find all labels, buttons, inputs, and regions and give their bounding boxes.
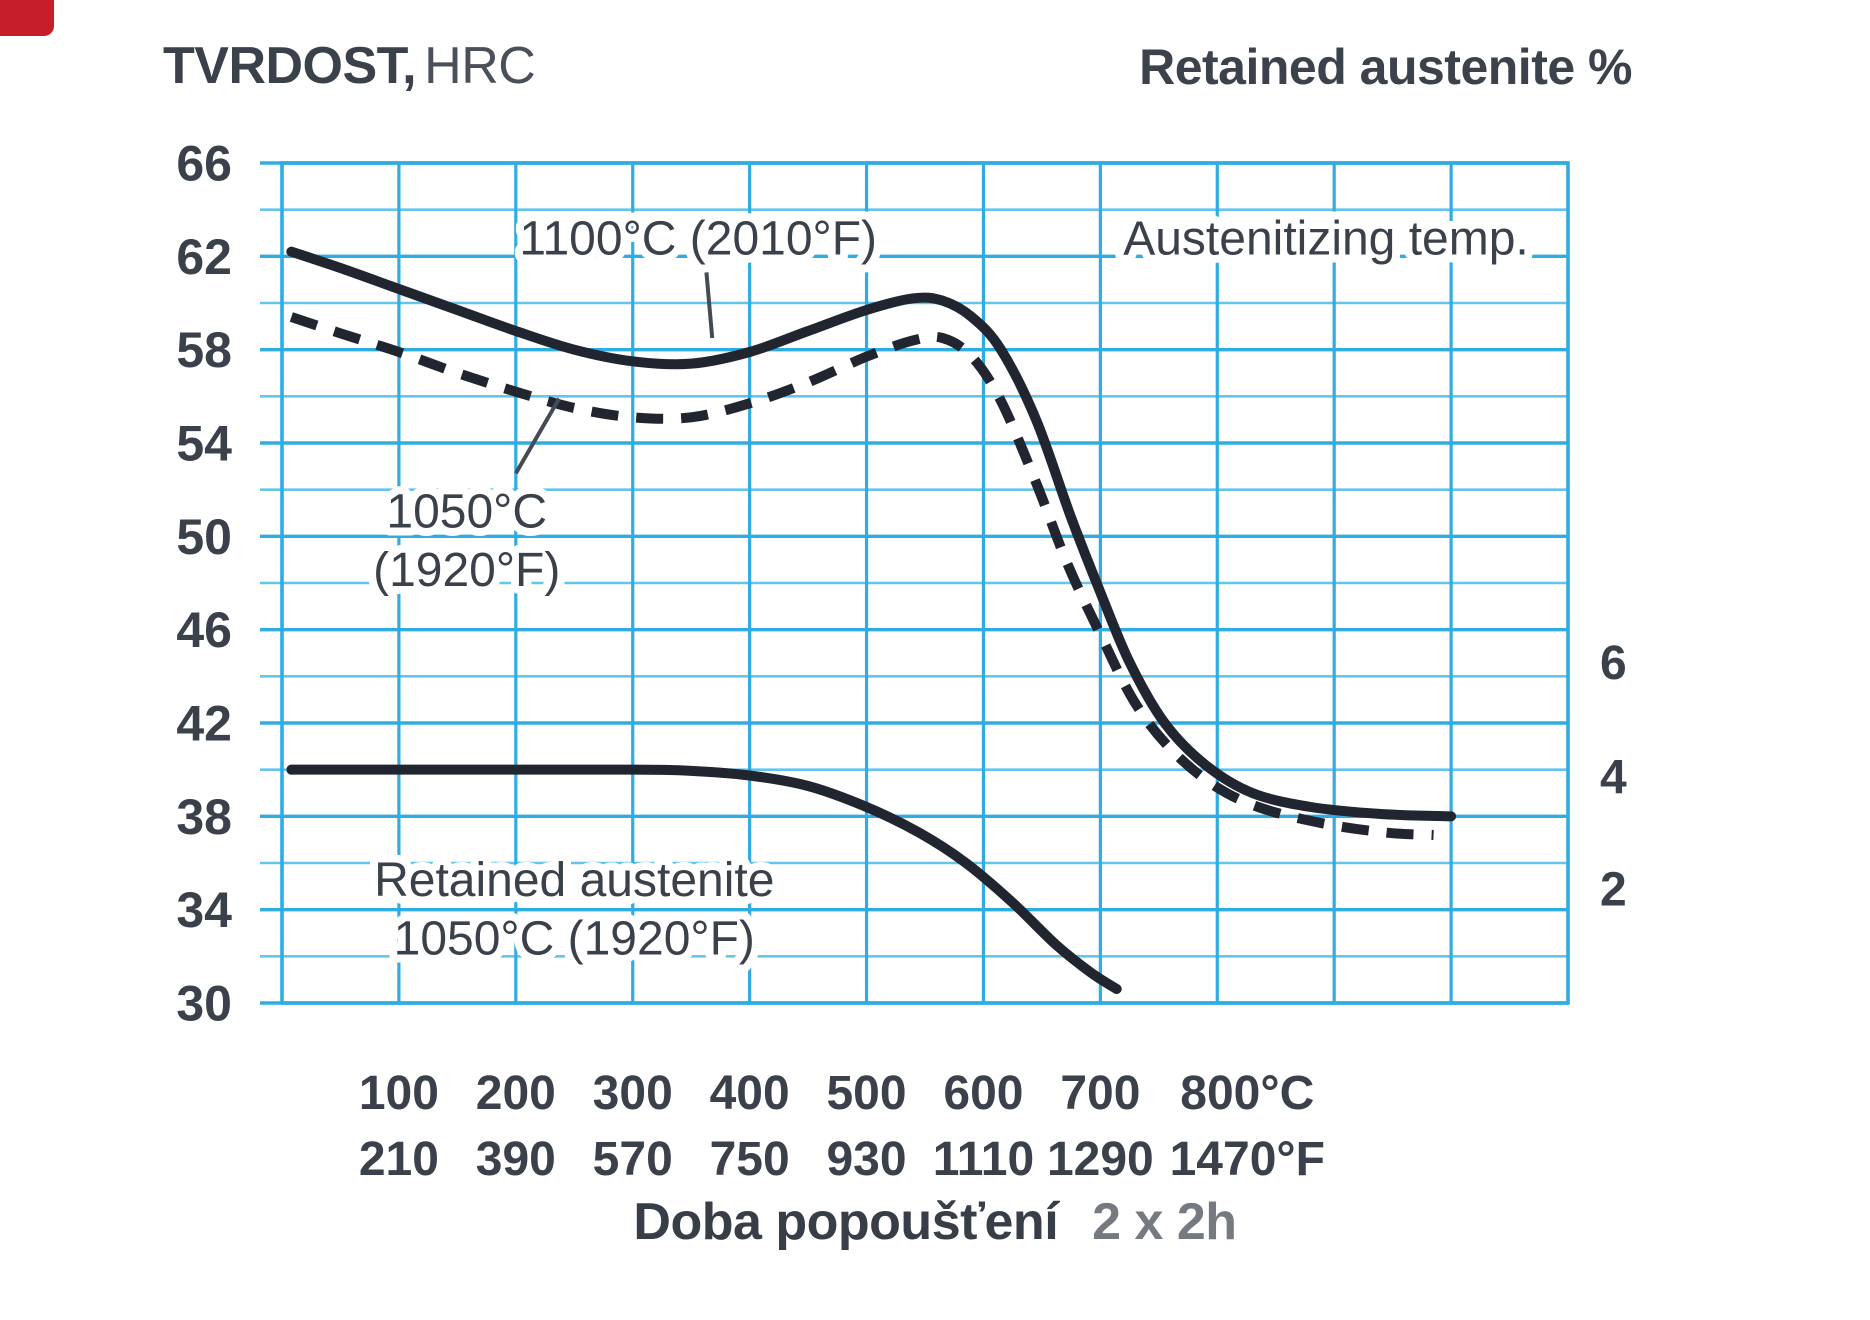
annotations: 1100°C (2010°F) Austenitizing temp. 1050°C… <box>365 204 1537 973</box>
x-tick-label-fahrenheit: 1110 <box>933 1133 1034 1186</box>
label-1050-leader-line <box>514 397 561 475</box>
label-1050-line2: (1920°F) <box>373 544 560 597</box>
x-tick-label-fahrenheit: 930 <box>826 1133 906 1186</box>
curves <box>286 246 1457 994</box>
y-axis-tick-labels: 66 62 58 54 50 46 42 38 34 30 <box>176 136 232 1032</box>
x-axis-tick-labels: 100 210 200 390 300 570 400 750 500 930 600 1110 700… <box>359 1067 1325 1186</box>
x-tick-label-fahrenheit: 1470°F <box>1170 1133 1325 1186</box>
y-tick-label: 62 <box>176 229 232 285</box>
x-tick-label-celsius: 400 <box>710 1067 790 1120</box>
y-tick-label: 30 <box>176 976 232 1032</box>
y-axis-title-unit: HRC <box>424 37 536 95</box>
y-tick-label: 38 <box>176 789 232 845</box>
x-tick-label-celsius: 300 <box>593 1067 673 1120</box>
y-tick-label: 46 <box>176 602 232 658</box>
x-axis-title-main: Doba popoušťení <box>633 1193 1059 1251</box>
x-axis-title: Doba popoušťení 2 x 2h <box>0 1192 1870 1252</box>
x-tick-label-celsius: 100 <box>359 1067 439 1120</box>
y-axis-title-bold: TVRDOST, <box>163 37 417 95</box>
curve-hardness-1050c <box>289 312 1434 840</box>
y-tick-label: 54 <box>176 416 232 472</box>
y-right-tick-label: 4 <box>1600 751 1627 804</box>
x-tick-label-fahrenheit: 570 <box>593 1133 673 1186</box>
y-tick-label: 58 <box>176 322 232 378</box>
x-tick-label-celsius: 800°C <box>1180 1067 1314 1120</box>
label-1100-leader-line <box>703 258 715 339</box>
x-tick-label-celsius: 700 <box>1060 1067 1140 1120</box>
x-tick-label-celsius: 200 <box>476 1067 556 1120</box>
label-retained-line2: 1050°C (1920°F) <box>394 912 755 965</box>
curve-hardness-1100c <box>286 246 1457 822</box>
x-axis-title-suffix: 2 x 2h <box>1092 1193 1237 1251</box>
y-tick-label: 66 <box>176 136 232 192</box>
x-tick-label-fahrenheit: 1290 <box>1047 1133 1154 1186</box>
label-1050-line1: 1050°C <box>386 485 547 538</box>
x-tick-label-fahrenheit: 390 <box>476 1133 556 1186</box>
plot-border <box>280 161 1570 1005</box>
label-1100: 1100°C (2010°F) <box>519 212 877 265</box>
x-tick-label-celsius: 600 <box>943 1067 1023 1120</box>
grid <box>260 161 1570 1005</box>
label-retained-line1: Retained austenite <box>374 854 774 907</box>
y-right-tick-label: 2 <box>1600 863 1627 916</box>
curve-retained-austenite <box>286 764 1122 994</box>
x-tick-label-fahrenheit: 750 <box>710 1133 790 1186</box>
y-axis-title-left: TVRDOST, HRC <box>163 36 536 96</box>
label-austenitizing: Austenitizing temp. <box>1123 212 1529 265</box>
y-right-tick-label: 6 <box>1600 637 1627 690</box>
y-axis-right-tick-labels: 6 4 2 <box>1600 637 1627 916</box>
x-tick-label-celsius: 500 <box>826 1067 906 1120</box>
page-corner-artifact <box>0 0 54 36</box>
y-tick-label: 50 <box>176 509 232 565</box>
y-tick-label: 42 <box>176 696 232 752</box>
y-tick-label: 34 <box>176 882 232 938</box>
y-axis-title-right: Retained austenite % <box>1139 39 1632 95</box>
x-tick-label-fahrenheit: 210 <box>359 1133 439 1186</box>
